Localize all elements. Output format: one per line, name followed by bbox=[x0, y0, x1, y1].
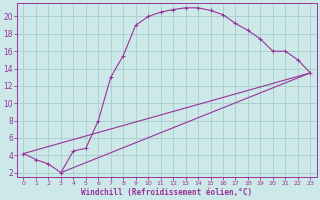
X-axis label: Windchill (Refroidissement éolien,°C): Windchill (Refroidissement éolien,°C) bbox=[81, 188, 252, 197]
